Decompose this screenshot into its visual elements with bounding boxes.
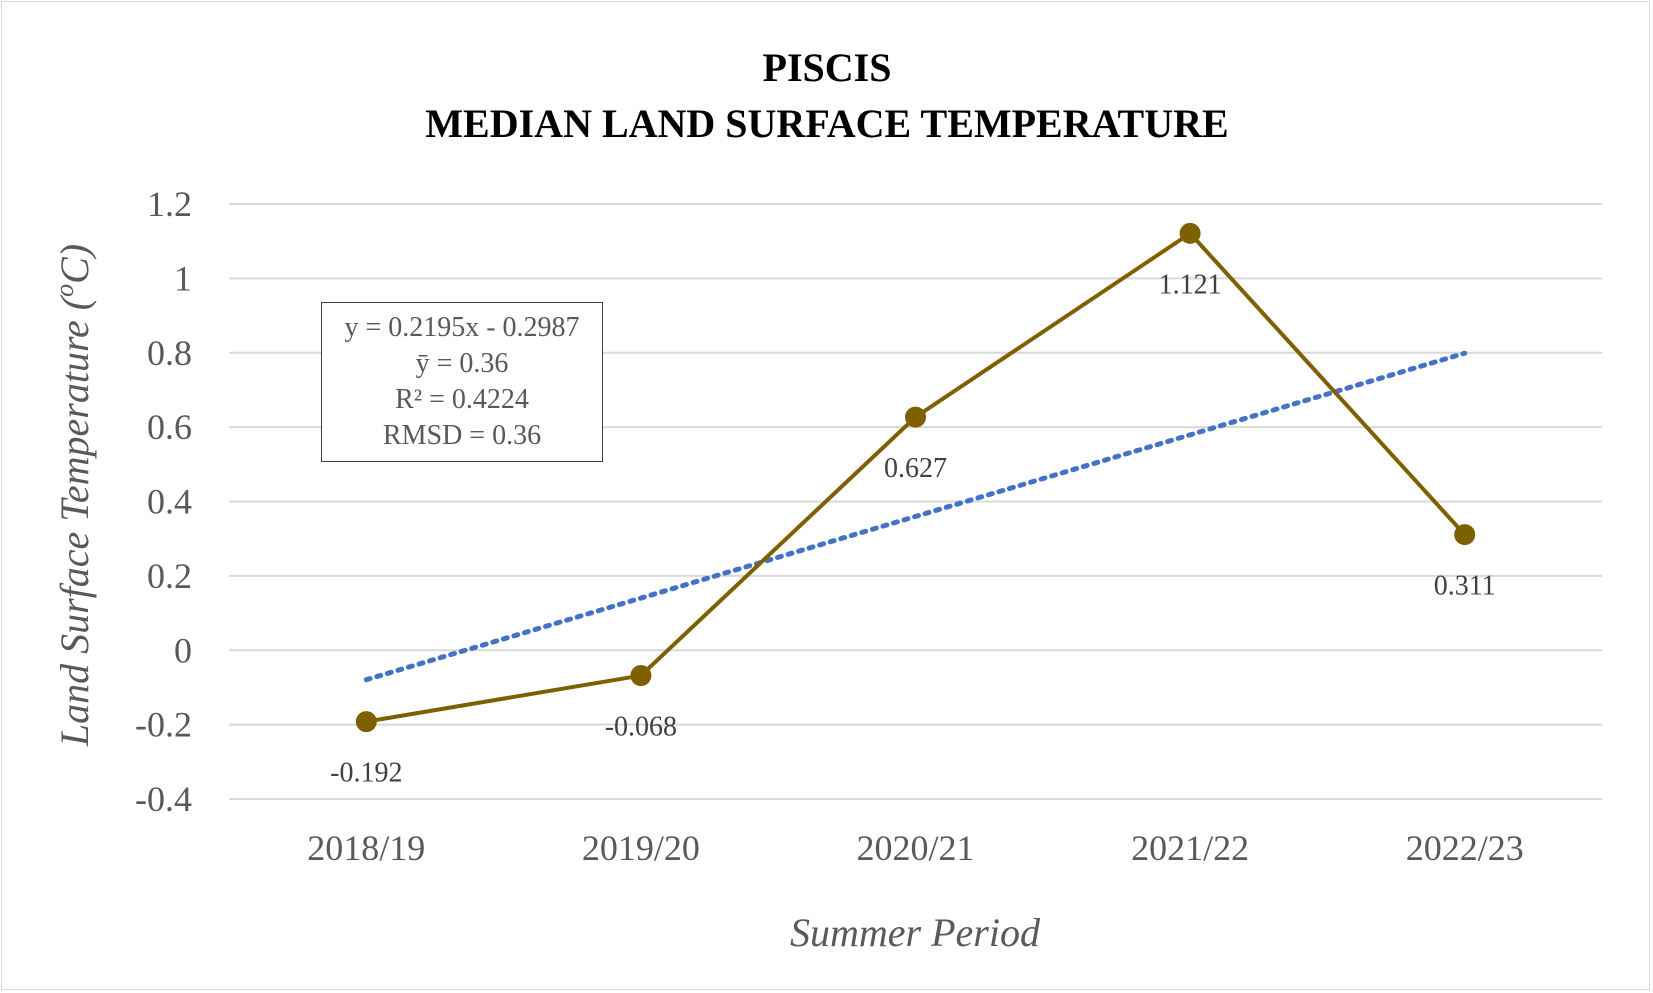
chart-title-line-2: MEDIAN LAND SURFACE TEMPERATURE (425, 101, 1228, 146)
y-axis-title-end: C) (52, 244, 97, 284)
x-tick-label-4: 2022/23 (1406, 828, 1524, 868)
data-label-4: 0.311 (1434, 571, 1496, 602)
chart-title-line-1: PISCIS (763, 45, 892, 90)
data-point-2 (905, 406, 926, 428)
trendline-layer (363, 350, 1468, 683)
y-axis-title-main: Land Surface Temperature ( (52, 294, 97, 747)
y-axis-tick-labels: -0.4 -0.2 0 0.2 0.4 0.6 0.8 1 1.2 (135, 184, 192, 819)
series-layer (355, 222, 1476, 733)
trendline-stats-box: y = 0.2195x - 0.2987 ȳ = 0.36 R² = 0.422… (321, 302, 603, 462)
trendline (363, 350, 1468, 683)
data-label-3: 1.121 (1159, 269, 1222, 300)
y-tick-label-7: 1 (174, 258, 192, 298)
data-label-0: -0.192 (330, 758, 402, 789)
y-tick-label-3: 0.2 (147, 556, 192, 596)
y-tick-label-8: 1.2 (147, 184, 192, 224)
y-axis-title: Land Surface Temperature (oC) (50, 244, 97, 747)
y-tick-label-4: 0.4 (147, 482, 192, 522)
x-axis-tick-labels: 2018/19 2019/20 2020/21 2021/22 2022/23 (307, 828, 1523, 868)
y-axis-title-superscript: o (50, 284, 79, 297)
x-axis-title: Summer Period (790, 910, 1041, 955)
trendline-rmsd: RMSD = 0.36 (382, 420, 542, 451)
chart-title: PISCIS MEDIAN LAND SURFACE TEMPERATURE (425, 45, 1228, 146)
y-tick-label-5: 0.6 (147, 407, 192, 447)
data-label-1: -0.068 (605, 712, 677, 743)
data-labels: -0.192 -0.068 0.627 1.121 0.311 (330, 269, 1496, 788)
data-point-3 (1179, 222, 1201, 244)
x-tick-label-1: 2019/20 (582, 828, 700, 868)
trendline-mean: ȳ = 0.36 (415, 348, 509, 379)
x-tick-label-3: 2021/22 (1131, 828, 1249, 868)
x-tick-label-0: 2018/19 (307, 828, 425, 868)
data-label-2: 0.627 (884, 453, 947, 484)
y-tick-label-2: 0 (174, 630, 192, 670)
trendline-r-squared: R² = 0.4224 (395, 384, 529, 415)
trendline-equation: y = 0.2195x - 0.2987 (344, 312, 580, 343)
x-tick-label-2: 2020/21 (856, 828, 974, 868)
data-point-1 (630, 665, 652, 687)
y-tick-label-1: -0.2 (135, 705, 192, 745)
data-point-4 (1454, 524, 1476, 546)
data-point-0 (355, 711, 377, 733)
y-tick-label-6: 0.8 (147, 333, 192, 373)
y-tick-label-0: -0.4 (135, 779, 192, 819)
